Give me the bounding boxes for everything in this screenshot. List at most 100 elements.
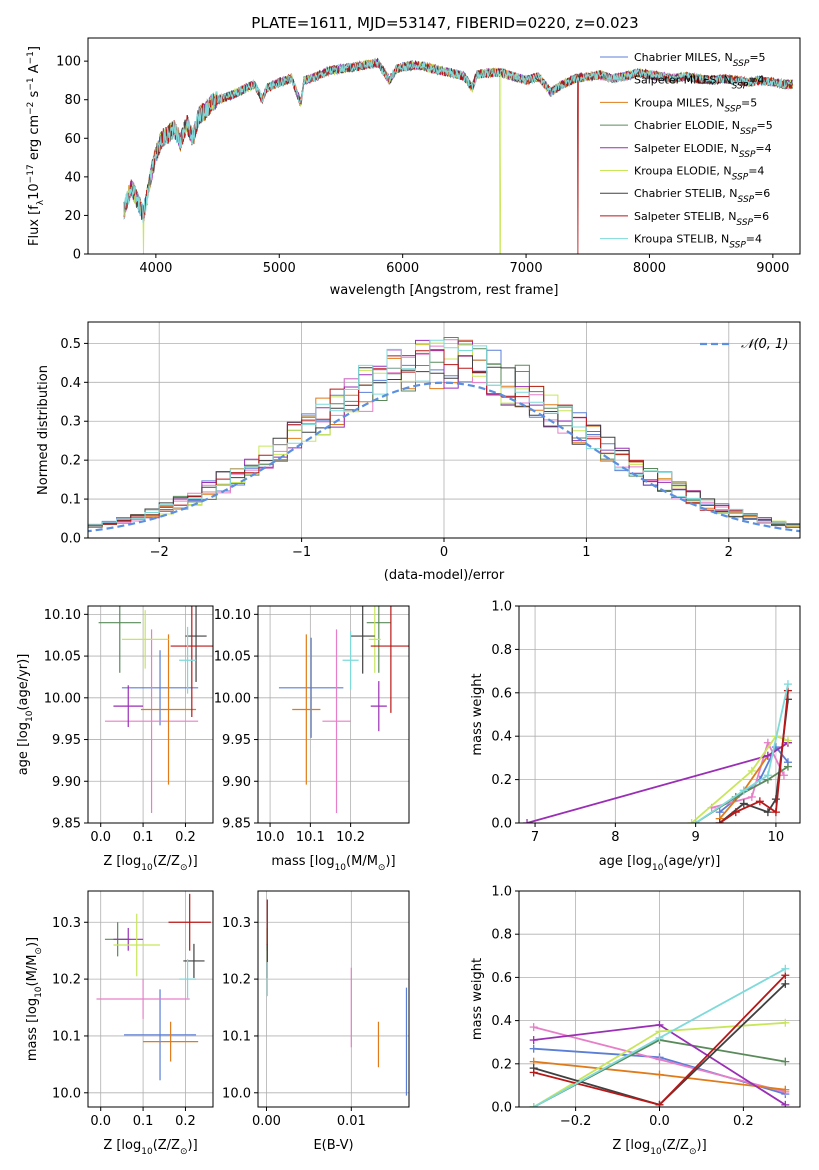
mass_weight_vs_age-line-1 — [711, 740, 785, 809]
spectrum-xtick-label: 5000 — [263, 261, 296, 276]
legend-label-1-part: =4 — [748, 74, 764, 87]
mass_vs_Z-xlabel-part: 10 — [141, 1147, 153, 1157]
age_vs_mass-points — [278, 606, 409, 813]
age_vs_Z-axes: 0.0 0.1 0.2 9.85 9.90 9.95 10.00 10.05 10.10 — [44, 606, 213, 845]
mass_vs_Z-xlabel: Z [log10(Z/Z⊙)] — [103, 1138, 197, 1157]
mass_vs_EBV-ytick-label: 10.0 — [222, 1086, 251, 1101]
age_vs_mass-ytick-label: 9.90 — [222, 775, 251, 790]
legend-label-2-part: SSP — [724, 104, 741, 114]
mass_vs_Z-ylabel-part: mass [log — [25, 998, 40, 1061]
spectrum-ylabel-part: 10 — [27, 183, 42, 200]
mass_weight_vs_age-ytick-label: 0.8 — [491, 643, 512, 658]
mass_vs_Z-points — [96, 893, 211, 1081]
mass_vs_Z-ytick-label: 10.3 — [52, 916, 81, 931]
residuals-ytick-label: 0.0 — [60, 532, 81, 547]
mass_vs_Z-ylabel-part: )] — [25, 937, 40, 947]
age_vs_Z-ytick-label: 10.10 — [44, 608, 81, 623]
legend-label-6-part: SSP — [738, 195, 755, 205]
mass_weight_vs_Z-xtick-label: 0.2 — [733, 1114, 754, 1129]
age_vs_Z-ytick-label: 10.00 — [44, 691, 81, 706]
residuals-xtick-label: −2 — [150, 545, 169, 560]
mass_weight_vs_Z-frame — [518, 890, 801, 1108]
mass_vs_EBV-ytick-label: 10.2 — [222, 973, 251, 988]
age_vs_mass-ytick-label: 10.05 — [214, 650, 251, 665]
spectrum-ytick-label: 80 — [64, 93, 81, 108]
spectrum-ylabel-part: A — [27, 64, 42, 77]
residuals-xtick-label: −1 — [292, 545, 311, 560]
age_vs_Z-xtick-label: 0.0 — [90, 830, 111, 845]
spectrum-xtick-label: 4000 — [139, 261, 172, 276]
mass_weight_vs_age-xlabel: age [log10(age/yr)] — [599, 854, 721, 873]
mass_weight_vs_Z-lines — [529, 964, 790, 1107]
residuals-legend-label: 𝒩(0, 1) — [741, 337, 788, 352]
legend-label-4: Salpeter ELODIE, NSSP=4 — [634, 142, 772, 160]
legend-label-0-part: =5 — [749, 51, 765, 64]
legend-label-4-part: Salpeter ELODIE, N — [634, 142, 739, 155]
age_vs_Z-xlabel-part: (Z/Z — [153, 854, 180, 869]
age_vs_mass-ytick-label: 10.00 — [214, 691, 251, 706]
mass_vs_EBV-xtick-label: 0.00 — [252, 1114, 281, 1129]
mass_weight_vs_age-xlabel-part: (age/yr)] — [663, 854, 720, 869]
residuals-xlabel: (data-model)/error — [384, 568, 505, 583]
figure-title: PLATE=1611, MJD=53147, FIBERID=0220, z=0… — [251, 14, 638, 32]
mass_weight_vs_age-line-8 — [695, 683, 789, 823]
legend-label-6: Chabrier STELIB, NSSP=6 — [634, 187, 770, 205]
age_vs_mass-xlabel-part: (M/M — [346, 854, 378, 869]
mass_weight_vs_Z-xtick-label: 0.0 — [649, 1114, 670, 1129]
mass_weight_vs_age-xlabel-part: age [log — [599, 854, 652, 869]
spectrum-xtick-label: 9000 — [756, 261, 789, 276]
spectrum-ylabel-part: −17 — [26, 164, 36, 183]
age_vs_Z-ylabel-part: age [log — [16, 722, 31, 775]
legend-label-2-part: =5 — [741, 96, 757, 109]
age_vs_mass-xtick-label: 10.2 — [336, 830, 365, 845]
mass_weight_vs_Z-ytick-label: 0.0 — [491, 1101, 512, 1116]
mass_vs_Z-xlabel-part: )] — [188, 1138, 198, 1153]
mass_vs_Z-xlabel-part: (Z/Z — [153, 1138, 180, 1153]
mass_vs_Z-ylabel-part: 10 — [34, 986, 44, 998]
legend-label-1-part: Salpeter MILES, N — [634, 74, 732, 87]
legend-label-0-part: SSP — [733, 59, 750, 69]
mass_vs_Z-xtick-label: 0.0 — [90, 1114, 111, 1129]
age_vs_Z-xtick-label: 0.2 — [175, 830, 196, 845]
mass_vs_Z-ylabel-part: (M/M — [25, 955, 40, 987]
age_vs_mass-xlabel-part: ⊙ — [378, 863, 386, 873]
mass_weight_vs_Z-xlabel-part: Z [log — [612, 1138, 650, 1153]
legend-label-8: Kroupa STELIB, NSSP=4 — [634, 233, 762, 251]
mass_weight_vs_age-xtick-label: 8 — [611, 830, 619, 845]
mass_weight_vs_Z-ytick-label: 1.0 — [491, 885, 512, 900]
legend-label-4-part: =4 — [755, 142, 771, 155]
residuals-hists — [88, 337, 800, 533]
mass_weight_vs_Z-xlabel-part: )] — [697, 1138, 707, 1153]
spectrum-xtick-label: 6000 — [386, 261, 419, 276]
spectrum-ylabel-part: s — [27, 90, 42, 101]
residuals-ytick-label: 0.3 — [60, 415, 81, 430]
spectrum-ylabel-part: ] — [27, 46, 42, 51]
spectrum-ytick-label: 60 — [64, 132, 81, 147]
spectrum-ylabel-part: erg cm — [27, 115, 42, 164]
mass_weight_vs_Z-xlabel: Z [log10(Z/Z⊙)] — [612, 1138, 706, 1157]
mass_weight_vs_Z-ylabel: mass weight — [470, 958, 485, 1040]
age_vs_Z-ytick-label: 9.95 — [52, 733, 81, 748]
mass_weight_vs_Z-ytick-label: 0.4 — [491, 1014, 512, 1029]
age_vs_Z-frame — [87, 605, 214, 824]
mass_weight_vs_age-axes: 7 8 9 10 0.0 0.2 0.4 0.6 0.8 1.0 — [491, 600, 800, 845]
legend-label-7-part: =6 — [753, 210, 769, 223]
mass_vs_Z-axes: 0.0 0.1 0.2 10.0 10.1 10.2 10.3 — [52, 891, 213, 1129]
residuals-xtick-label: 1 — [582, 545, 590, 560]
mass_vs_EBV-points — [266, 899, 408, 1096]
spectrum-ytick-label: 40 — [64, 170, 81, 185]
mass_weight_vs_Z-xlabel-part: ⊙ — [689, 1147, 697, 1157]
residuals-ytick-label: 0.1 — [60, 493, 81, 508]
mass_weight_vs_Z-ytick-label: 0.6 — [491, 971, 512, 986]
mass_vs_Z-ytick-label: 10.0 — [52, 1086, 81, 1101]
legend-label-5-part: SSP — [732, 173, 749, 183]
age_vs_mass-xtick-label: 10.1 — [296, 830, 325, 845]
legend-label-5: Kroupa ELODIE, NSSP=4 — [634, 165, 764, 183]
residuals-ytick-label: 0.5 — [60, 337, 81, 352]
age_vs_Z-xtick-label: 0.1 — [133, 830, 154, 845]
legend-label-3-part: SSP — [740, 127, 757, 137]
age_vs_Z-ylabel-part: (age/yr)] — [16, 654, 31, 711]
legend-label-0-part: Chabrier MILES, N — [634, 51, 733, 64]
